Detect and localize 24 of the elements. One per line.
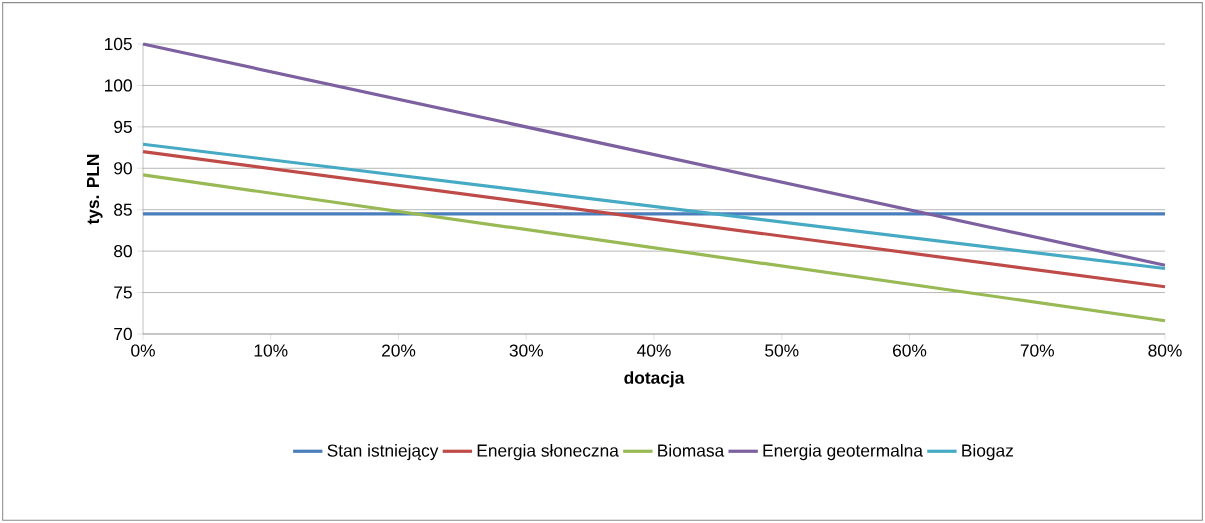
x-axis-title: dotacja [624,371,685,388]
x-tick-label: 40% [637,344,671,357]
legend-label: Energia geotermalna [763,443,923,461]
y-tick-label: 90 [114,162,132,175]
y-tick-label: 70 [114,327,132,341]
x-tick-label: 0% [131,344,155,357]
legend-label: Stan istniejący [327,443,439,461]
y-tick-label: 75 [114,286,132,299]
x-tick-label: 20% [382,344,416,357]
y-axis-title: tys. PLN [87,154,103,225]
x-tick-label: 10% [254,344,288,357]
x-tick-label: 80% [1148,344,1182,357]
legend-label: Biogaz [962,443,1013,461]
y-tick-label: 100 [105,79,132,92]
y-tick-label: 105 [105,37,132,51]
x-tick-label: 70% [1020,344,1054,357]
y-tick-label: 85 [114,203,132,216]
x-tick-label: 50% [765,344,799,357]
legend-label: Energia słoneczna [477,443,619,461]
y-tick-label: 80 [114,244,132,258]
x-tick-label: 60% [893,344,927,357]
legend-label: Biomasa [658,443,725,457]
y-tick-label: 95 [114,120,132,133]
x-tick-label: 30% [509,344,543,357]
